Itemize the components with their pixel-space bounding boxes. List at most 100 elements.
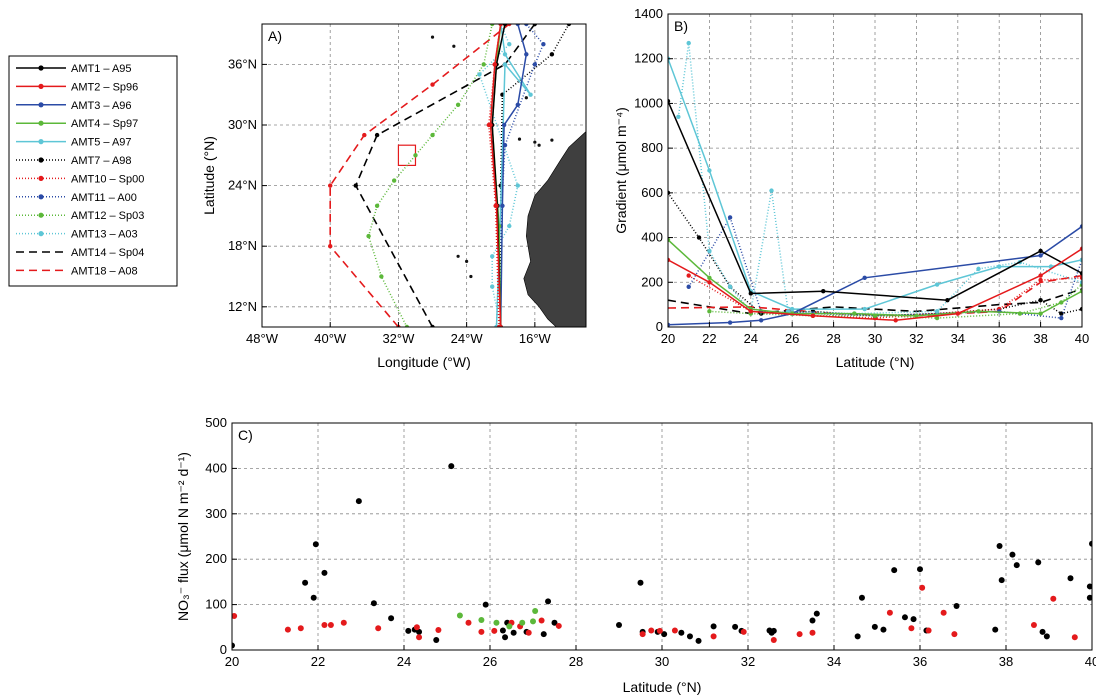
panel-b-point-amt1-a95 [1038, 248, 1043, 254]
panel-a-point-amt18-a08 [362, 132, 367, 138]
panel-c-ytick-label: 200 [205, 551, 227, 566]
panel-b-ytick-label: 600 [641, 185, 663, 200]
panel-a-xtick-label: 48°W [246, 331, 279, 346]
legend-label-amt3-a96: AMT3 – A96 [71, 100, 132, 112]
panel-c-ytick-label: 100 [205, 597, 227, 612]
legend-label-amt4-sp97: AMT4 – Sp97 [71, 118, 138, 130]
legend-label-amt13-a03: AMT13 – A03 [71, 229, 138, 241]
panel-c-point [555, 622, 562, 629]
panel-c-point [992, 626, 999, 633]
legend-marker-amt7-a98 [38, 157, 44, 163]
panel-a-point-amt5-a97 [502, 62, 508, 67]
panel-c-ytick-label: 0 [220, 642, 227, 657]
panel-c-point [809, 617, 816, 624]
panel-c-point [1089, 540, 1092, 547]
legend-label-amt11-a00: AMT11 – A00 [71, 192, 137, 204]
panel-b-point-amt13-a03 [676, 114, 681, 120]
legend-label-amt7-a98: AMT7 – A98 [71, 155, 132, 167]
panel-a-point-amt12-sp03 [366, 233, 371, 239]
panel-c-point [232, 612, 238, 619]
panel-c-point [493, 619, 500, 626]
panel-c-point [532, 607, 539, 614]
panel-b-point-amt12-sp03 [707, 309, 712, 314]
panel-c-panel-label: C) [238, 427, 253, 443]
panel-c-point [540, 631, 547, 638]
panel-b-point-amt3-a96 [727, 320, 733, 325]
panel-b-line-amt12-sp03 [709, 283, 1082, 319]
panel-a-point-amt10-sp00 [496, 324, 502, 327]
panel-c-point [637, 579, 644, 586]
panel-c-point [661, 631, 668, 638]
panel-c-point [809, 629, 816, 636]
panel-c-point [770, 627, 777, 634]
panel-c-point [405, 627, 412, 634]
panel-b-panel-label: B) [674, 18, 688, 34]
legend-marker-amt5-a97 [38, 139, 44, 145]
panel-a-point-amt12-sp03 [455, 102, 461, 108]
island-icon [430, 35, 435, 39]
panel-b-ytick-label: 0 [656, 319, 663, 334]
panel-b-gradient-chart: 20 22 24 26 28 30 32 34 36 38 40020040060080010001… [613, 6, 1089, 370]
legend-marker-amt10-sp00 [38, 175, 44, 181]
legend-label-amt5-a97: AMT5 – A97 [71, 137, 132, 149]
panel-c-point [910, 616, 917, 623]
panel-c-point [1035, 559, 1042, 566]
panel-b-xtick-label: 28 [826, 331, 840, 346]
panel-c-point [695, 637, 702, 644]
panel-c-point [648, 627, 655, 634]
panel-a-point-amt14-sp04 [532, 24, 538, 27]
panel-c-point [908, 625, 915, 632]
panel-a-point-amt18-a08 [507, 24, 512, 27]
panel-c-point [854, 633, 861, 640]
panel-c-point [482, 601, 489, 608]
panel-a-point-amt12-sp03 [430, 132, 435, 138]
panel-b-point-amt2-sp96 [1079, 246, 1082, 251]
panel-a-point-amt12-sp03 [379, 274, 384, 279]
panel-c-point [321, 569, 328, 576]
panel-c-point [545, 598, 552, 605]
panel-c-point [656, 627, 663, 634]
panel-b-point-amt2-sp96 [748, 309, 753, 314]
panel-c-point [796, 631, 803, 638]
panel-c-point [1039, 628, 1046, 635]
panel-a-point-amt5-a97 [528, 92, 533, 97]
panel-c-xtick-label: 38 [999, 654, 1013, 669]
panel-c-point [1067, 575, 1074, 582]
panel-a-line-amt12-sp03 [367, 24, 493, 327]
island-icon [465, 259, 469, 263]
panel-b-xtick-label: 20 [661, 331, 675, 346]
panel-c-point [355, 498, 362, 505]
panel-a-point-amt3-a96 [515, 102, 520, 108]
legend-marker-amt3-a96 [38, 102, 44, 108]
panel-b-line-amt2-sp96 [668, 248, 1082, 322]
panel-c-xtick-label: 34 [827, 654, 841, 669]
panel-c-point [998, 577, 1005, 584]
legend-marker-amt12-sp03 [38, 212, 44, 218]
panel-a-point-amt7-a98 [566, 24, 572, 27]
panel-a-point-amt13-a03 [507, 223, 512, 229]
panel-c-ytick-label: 400 [205, 460, 227, 475]
panel-b-point-amt2-sp96 [810, 313, 816, 319]
panel-a-point-amt10-sp00 [486, 122, 491, 128]
panel-a-point-amt5-a97 [502, 52, 508, 57]
panel-a-point-amt11-a00 [532, 62, 538, 67]
panel-a-point-amt1-a95 [502, 24, 508, 27]
panel-c-point [740, 628, 747, 635]
panel-c-point [435, 627, 442, 634]
panel-c-point [530, 618, 536, 625]
panel-c-point [710, 633, 717, 640]
panel-b-xtick-label: 40 [1075, 331, 1089, 346]
island-icon [517, 137, 522, 141]
panel-b-point-amt13-a03 [976, 266, 981, 272]
panel-b-point-amt2-sp96 [955, 311, 960, 316]
panel-a-panel-label: A) [268, 28, 282, 44]
panel-b-line-amt1-a95 [668, 100, 1082, 301]
legend-label-amt14-sp04: AMT14 – Sp04 [71, 247, 144, 259]
panel-b-point-amt3-a96 [862, 275, 867, 281]
panel-c-point [551, 619, 558, 626]
panel-c-point [232, 642, 235, 649]
panel-c-point [327, 622, 334, 629]
panel-b-point-amt5-a97 [707, 168, 712, 173]
panel-a-point-amt3-a96 [500, 203, 505, 208]
island-icon [469, 274, 473, 279]
